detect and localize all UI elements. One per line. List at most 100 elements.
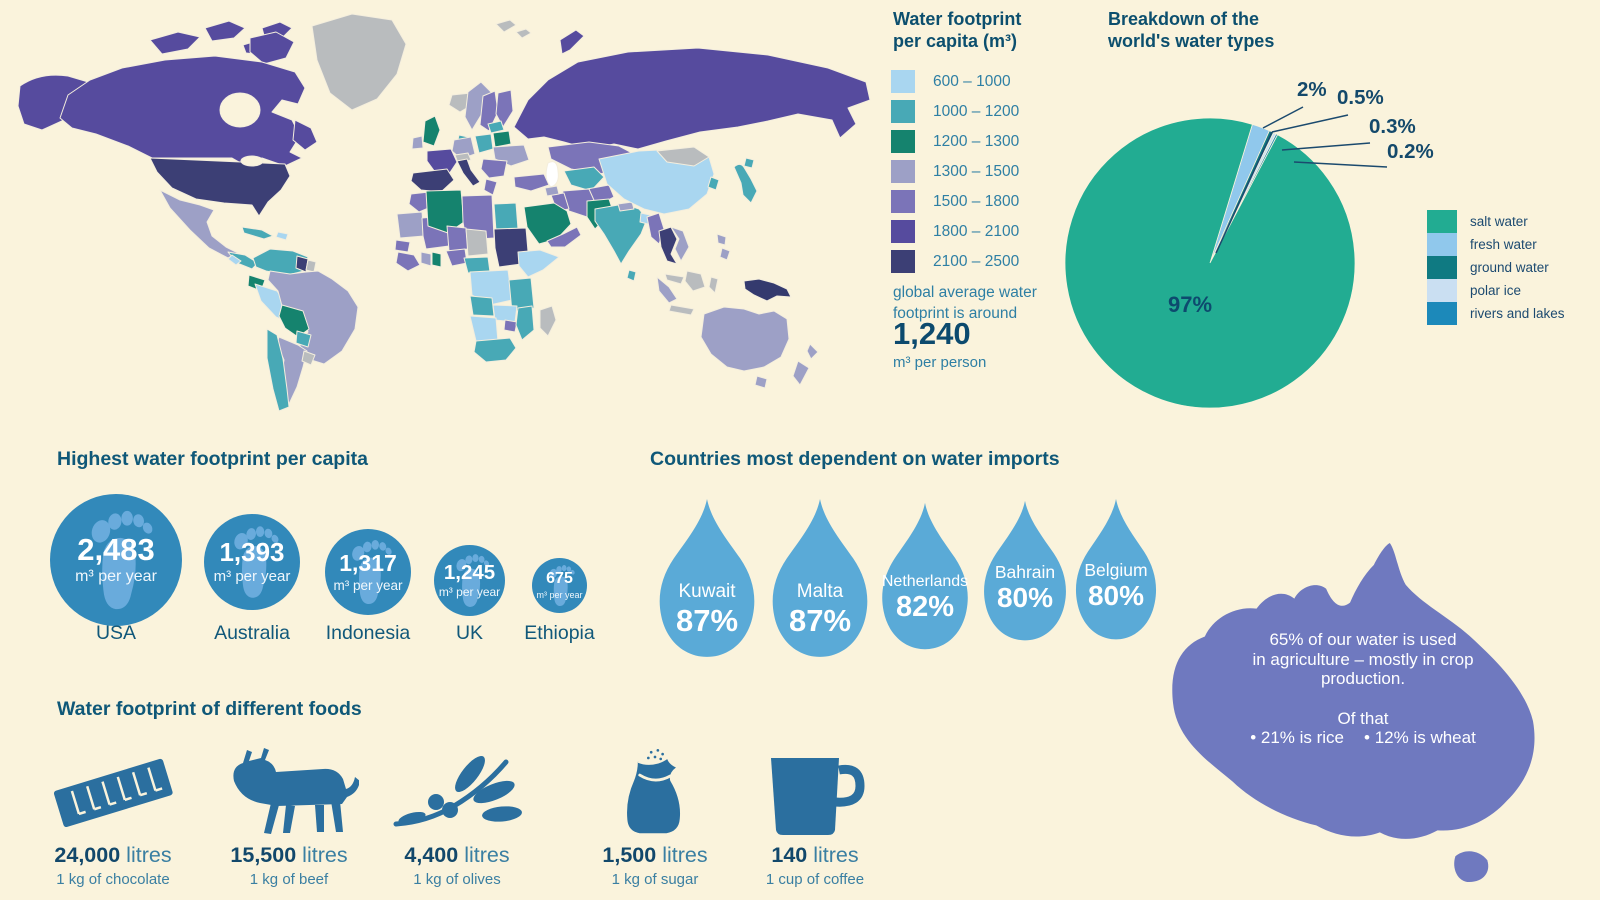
- north-america-region: [17, 20, 318, 270]
- legend-row: 1500 – 1800: [891, 190, 1019, 213]
- foods-heading: Water footprint of different foods: [57, 698, 362, 720]
- callout-line: 65% of our water is used: [1269, 630, 1457, 649]
- drop-percent: 80%: [1087, 580, 1145, 612]
- footprint-circle-australia: 1,393 m³ per year Australia: [204, 514, 300, 644]
- footprint-circle-uk: 1,245 m³ per year UK: [434, 545, 505, 644]
- global-average-unit: m³ per person: [893, 354, 987, 371]
- australia-callout-text: 65% of our water is used in agriculture …: [1217, 630, 1509, 748]
- footprint-circle-usa: 2,483 m³ per year USA: [50, 494, 182, 644]
- callout-line: in agriculture – mostly in crop: [1252, 649, 1474, 669]
- pie-slice-label: 97%: [1167, 292, 1213, 317]
- oceania-region: [700, 278, 819, 389]
- footprint-value: 1,393: [219, 536, 285, 567]
- footprint-value: 1,317: [339, 550, 397, 577]
- drop-percent: 87%: [788, 602, 852, 638]
- food-unit: litres: [662, 843, 708, 867]
- australia-map: [1172, 542, 1535, 883]
- water-drop-bahrain: Bahrain 80%: [980, 499, 1070, 644]
- food-unit: litres: [464, 843, 510, 867]
- footprint-unit: m³ per year: [333, 577, 403, 593]
- drop-country: Malta: [796, 581, 844, 602]
- legend-swatch: [891, 190, 915, 213]
- food-item-olives: 4,400 litres 1 kg of olives: [369, 737, 545, 888]
- food-caption: 1 cup of coffee: [765, 871, 865, 888]
- legend-row: 1000 – 1200: [891, 100, 1019, 123]
- cow-icon: [201, 737, 377, 837]
- food-item-chocolate: 24,000 litres 1 kg of chocolate: [25, 737, 201, 888]
- food-caption: 1 kg of olives: [413, 871, 501, 888]
- footprint-value: 1,245: [443, 560, 496, 584]
- pie-slice-label: 2%: [1297, 78, 1327, 101]
- callout-bullet: • 12% is wheat: [1364, 728, 1476, 747]
- drop-country: Belgium: [1084, 560, 1148, 580]
- pie-slice-label: 0.3%: [1369, 115, 1416, 138]
- footprint-country: Indonesia: [325, 622, 411, 644]
- footprint-unit: m³ per year: [213, 568, 291, 586]
- russia-asia-region: [513, 47, 871, 316]
- legend-label: 2100 – 2500: [933, 252, 1020, 270]
- pie-legend-swatch: [1427, 210, 1457, 233]
- pie-legend-label: polar ice: [1470, 283, 1522, 298]
- food-unit: litres: [126, 843, 172, 867]
- pie-legend-row: fresh water: [1427, 233, 1537, 256]
- footprints-heading: Highest water footprint per capita: [57, 448, 368, 470]
- callout-line: Of that: [1337, 708, 1389, 728]
- drop-country: Kuwait: [678, 581, 736, 602]
- south-america-region: [247, 248, 359, 412]
- legend-label: 1000 – 1200: [933, 102, 1020, 120]
- water-types-pie-chart: [1065, 106, 1388, 409]
- legend-row: 600 – 1000: [891, 70, 1011, 93]
- legend-label: 1200 – 1300: [933, 132, 1020, 150]
- food-value: 24,000: [54, 843, 121, 867]
- pie-legend-label: ground water: [1470, 260, 1549, 275]
- food-caption: 1 kg of sugar: [611, 871, 699, 888]
- legend-row: 1200 – 1300: [891, 130, 1019, 153]
- europe-region: [410, 81, 530, 196]
- map-legend-title: Water footprint per capita (m³): [893, 9, 1022, 51]
- pie-legend-row: polar ice: [1427, 279, 1521, 302]
- legend-label: 600 – 1000: [933, 72, 1011, 90]
- footprint-country: UK: [455, 622, 484, 644]
- imports-heading: Countries most dependent on water import…: [650, 448, 1060, 470]
- footprint-country: Australia: [214, 622, 290, 644]
- legend-swatch: [891, 220, 915, 243]
- legend-label: 1300 – 1500: [933, 162, 1020, 180]
- pie-legend-swatch: [1427, 302, 1457, 325]
- food-value: 140: [771, 843, 808, 867]
- greenland-region: [311, 13, 585, 113]
- drop-country: Bahrain: [994, 562, 1056, 582]
- callout-bullets: • 21% is rice • 12% is wheat: [1217, 728, 1509, 748]
- footprint-value: 2,483: [77, 531, 155, 567]
- callout-bullet: • 21% is rice: [1250, 728, 1345, 747]
- food-value: 1,500: [602, 843, 657, 867]
- global-average-value: 1,240: [893, 316, 971, 351]
- food-item-sugar: 1,500 litres 1 kg of sugar: [567, 737, 743, 888]
- food-caption: 1 kg of chocolate: [56, 871, 170, 888]
- food-item-beef: 15,500 litres 1 kg of beef: [201, 737, 377, 888]
- pie-legend-swatch: [1427, 256, 1457, 279]
- legend-row: 1800 – 2100: [891, 220, 1019, 243]
- pie-legend-swatch: [1427, 233, 1457, 256]
- legend-row: 1300 – 1500: [891, 160, 1019, 183]
- water-drop-belgium: Belgium 80%: [1072, 497, 1160, 643]
- pie-slice-label: 0.2%: [1387, 140, 1434, 163]
- callout-line: production.: [1320, 669, 1406, 688]
- food-value: 4,400: [404, 843, 459, 867]
- legend-swatch: [891, 160, 915, 183]
- pie-legend-label: fresh water: [1470, 237, 1537, 252]
- pie-slice-salt-water: [1065, 117, 1356, 409]
- pie-leader-lines: [1215, 106, 1388, 254]
- food-unit: litres: [813, 843, 859, 867]
- legend-row: 2100 – 2500: [891, 250, 1019, 273]
- legend-swatch: [891, 70, 915, 93]
- footprint-unit: m³ per year: [438, 585, 501, 600]
- footprint-circle-ethiopia: 675 m³ per year Ethiopia: [524, 558, 595, 644]
- pie-legend-swatch: [1427, 279, 1457, 302]
- food-caption: 1 kg of beef: [249, 871, 329, 888]
- footprint-unit: m³ per year: [536, 589, 583, 600]
- global-average-note: global average water footprint is around: [893, 284, 1037, 322]
- drop-percent: 80%: [996, 582, 1054, 614]
- legend-swatch: [891, 100, 915, 123]
- africa-region: [394, 189, 560, 363]
